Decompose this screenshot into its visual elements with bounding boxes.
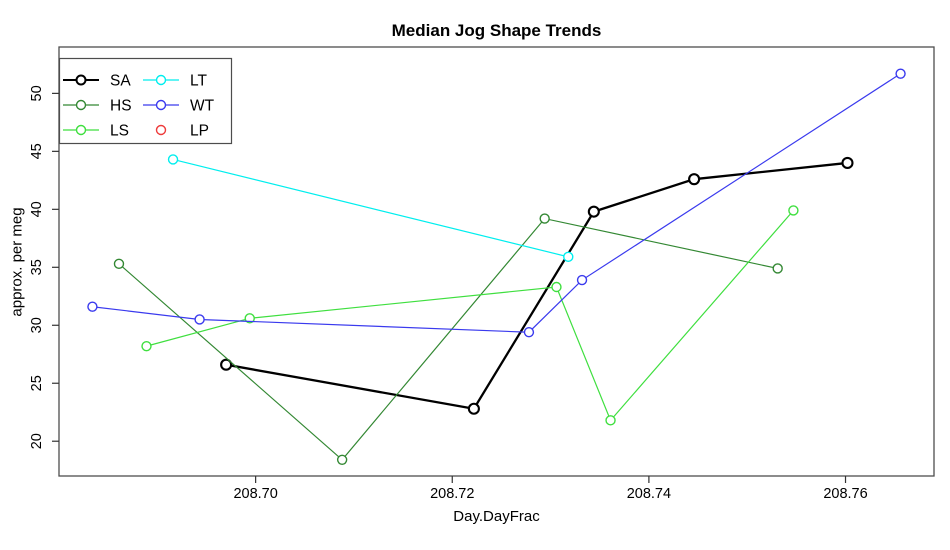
x-tick-label: 208.76 — [823, 486, 867, 502]
y-tick-label: 20 — [29, 433, 45, 449]
y-tick-label: 35 — [29, 259, 45, 275]
data-point-LS — [605, 415, 616, 426]
legend-marker-HS — [75, 99, 87, 111]
series-line-LT — [172, 158, 569, 258]
legend-label-WT: WT — [190, 98, 215, 115]
data-point-WT — [895, 68, 906, 79]
y-axis-label: approx. per meg — [8, 207, 26, 317]
y-tick-label: 40 — [29, 201, 45, 217]
plot-border — [58, 46, 935, 477]
x-tick-label: 208.72 — [430, 486, 474, 502]
legend-box — [58, 57, 233, 145]
data-point-HS — [772, 263, 783, 274]
data-point-LS — [551, 281, 562, 293]
legend-marker-LP — [155, 124, 167, 136]
x-axis-label: Day.DayFrac — [453, 508, 540, 525]
data-point-LT — [167, 154, 179, 165]
legend-marker-WT — [155, 99, 167, 111]
y-tick-label: 45 — [29, 143, 45, 159]
data-point-WT — [87, 301, 98, 312]
y-tick-label: 30 — [29, 317, 45, 333]
data-point-SA — [587, 205, 600, 218]
legend-label-LS: LS — [110, 123, 129, 140]
x-tick-label: 208.70 — [233, 486, 277, 502]
data-point-SA — [220, 358, 233, 371]
data-point-LS — [141, 340, 152, 352]
data-point-LS — [244, 313, 255, 324]
x-tick-label: 208.74 — [627, 486, 671, 502]
data-point-SA — [467, 402, 480, 415]
data-point-LS — [788, 205, 799, 216]
data-point-WT — [194, 314, 205, 325]
legend-marker-LS — [75, 124, 87, 136]
legend-label-HS: HS — [110, 98, 132, 115]
legend-label-SA: SA — [110, 73, 131, 90]
data-point-SA — [688, 173, 701, 186]
data-point-LT — [563, 251, 574, 263]
chart-title: Median Jog Shape Trends — [391, 21, 602, 40]
series-line-HS — [118, 217, 779, 461]
series-line-LS — [145, 209, 795, 422]
legend-label-LP: LP — [190, 123, 209, 140]
data-point-SA — [841, 156, 854, 169]
y-tick-label: 50 — [29, 85, 45, 101]
data-point-HS — [336, 454, 348, 465]
y-tick-label: 25 — [29, 375, 45, 391]
legend-marker-LT — [155, 74, 167, 86]
data-point-HS — [113, 258, 125, 270]
legend-label-LT: LT — [190, 73, 207, 90]
data-point-WT — [576, 274, 588, 286]
legend-marker-SA — [75, 74, 87, 86]
data-point-WT — [523, 327, 535, 338]
data-point-HS — [539, 213, 550, 224]
series-line-SA — [224, 161, 849, 411]
